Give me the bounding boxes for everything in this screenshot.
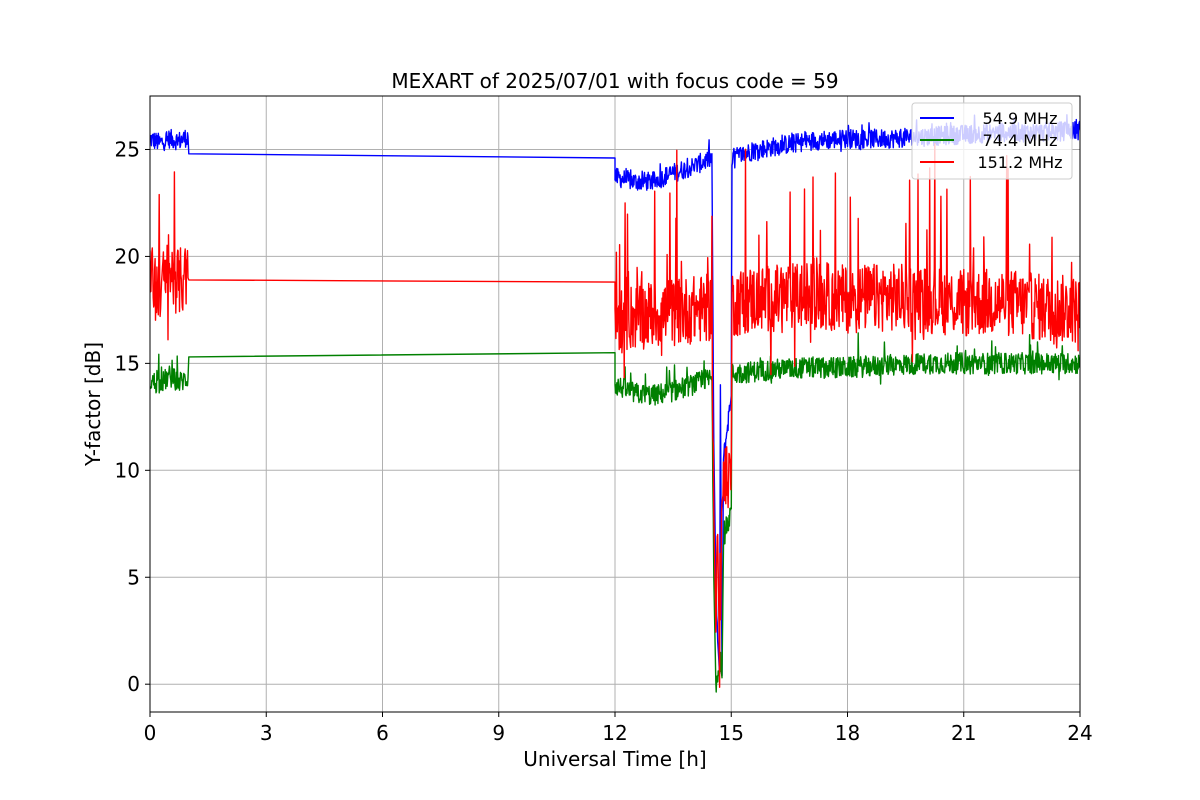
x-tick-label: 0: [144, 721, 157, 745]
x-tick-label: 9: [492, 721, 505, 745]
legend-label: 151.2 MHz: [977, 153, 1062, 172]
x-tick-label: 3: [260, 721, 273, 745]
x-axis-label: Universal Time [h]: [523, 747, 706, 771]
y-axis-ticks: 0 5 10 15 20 25: [115, 137, 150, 696]
y-tick-label: 25: [115, 137, 140, 161]
y-tick-label: 10: [115, 458, 140, 482]
x-tick-label: 15: [719, 721, 744, 745]
legend-label: 74.4 MHz: [983, 131, 1058, 150]
x-tick-label: 18: [835, 721, 860, 745]
y-tick-label: 0: [127, 672, 140, 696]
chart-title: MEXART of 2025/07/01 with focus code = 5…: [391, 69, 838, 93]
x-tick-label: 24: [1067, 721, 1092, 745]
y-axis-label: Y-factor [dB]: [81, 342, 105, 467]
x-tick-label: 6: [376, 721, 389, 745]
legend-box: [911, 102, 1073, 180]
legend: 54.9 MHz 74.4 MHz 151.2 MHz: [911, 102, 1073, 180]
legend-label: 54.9 MHz: [983, 109, 1058, 128]
x-tick-label: 21: [951, 721, 976, 745]
y-tick-label: 5: [127, 565, 140, 589]
x-tick-label: 12: [602, 721, 627, 745]
x-axis-ticks: 0 3 6 9 12 15 18 21 24: [144, 712, 1093, 745]
y-tick-label: 20: [115, 244, 140, 268]
series-line: [150, 332, 1080, 693]
series-line: [150, 142, 1080, 688]
y-tick-label: 15: [115, 351, 140, 375]
